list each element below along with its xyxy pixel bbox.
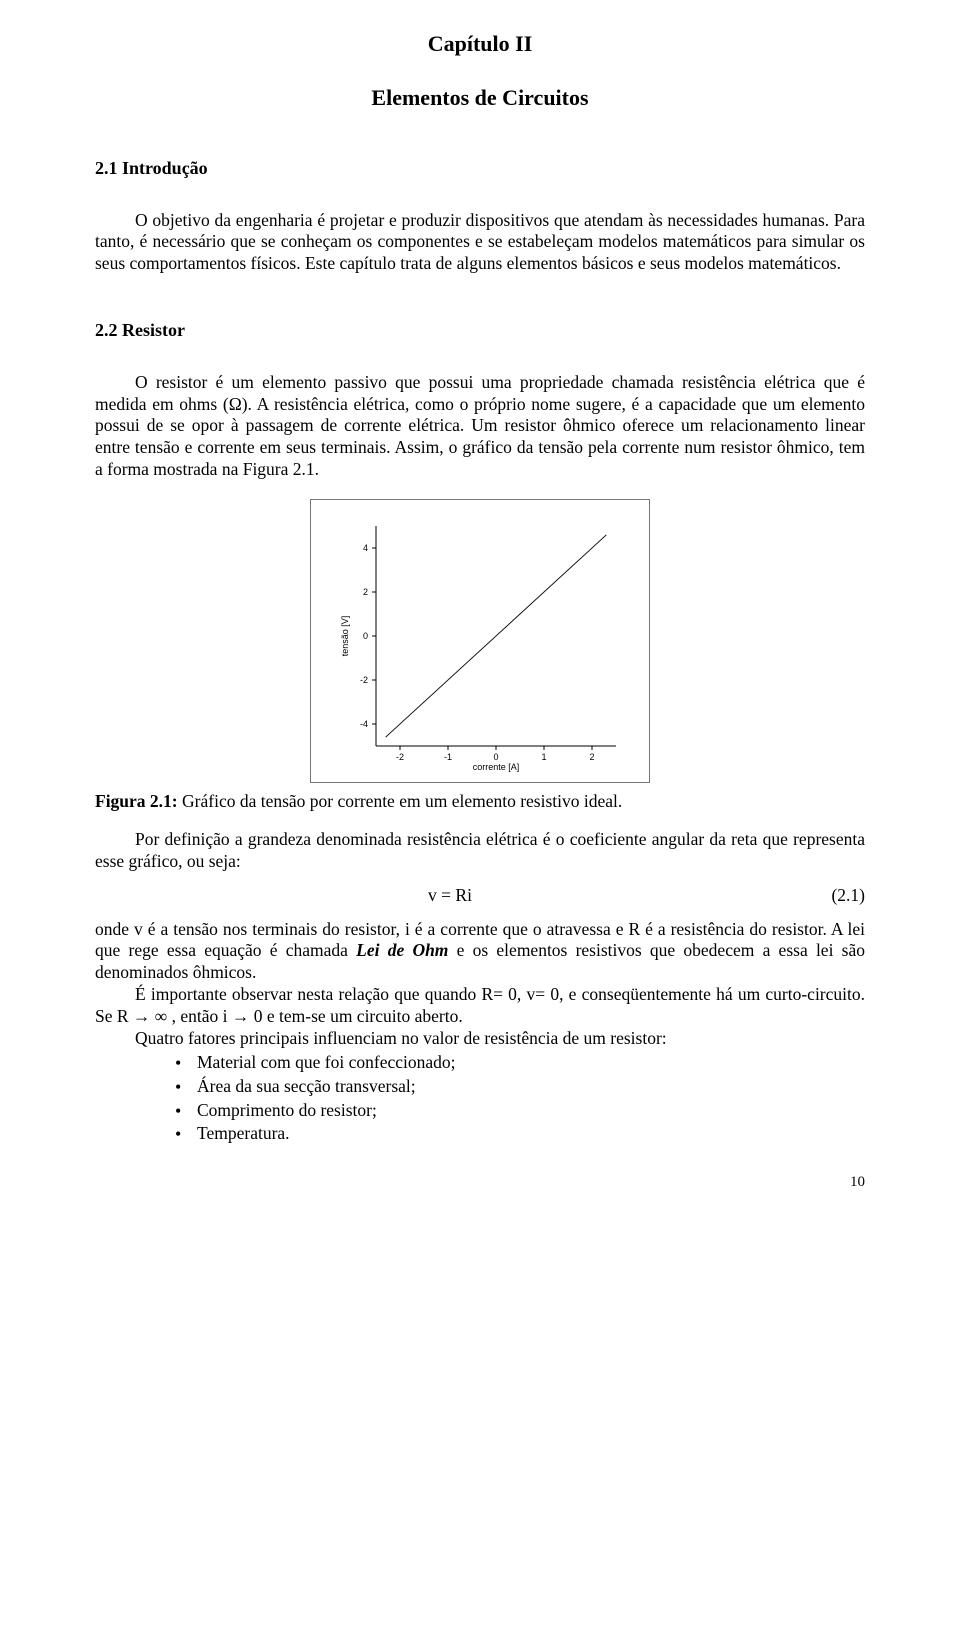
chapter-subtitle: Elementos de Circuitos [95,84,865,112]
list-item: Área da sua secção transversal; [175,1076,865,1098]
factors-list: Material com que foi confeccionado; Área… [175,1052,865,1146]
list-item: Comprimento do resistor; [175,1100,865,1122]
vi-chart: -4 -2 0 2 4 -2 -1 0 1 2 corrente [A] tensão [V] [310,499,650,783]
svg-text:-2: -2 [360,675,368,685]
svg-text:4: 4 [363,543,368,553]
definition-paragraph: Por definição a grandeza denominada resi… [95,829,865,873]
list-item: Temperatura. [175,1123,865,1145]
svg-text:2: 2 [363,587,368,597]
factors-intro-paragraph: Quatro fatores principais influenciam no… [95,1028,865,1050]
list-item: Material com que foi confeccionado; [175,1052,865,1074]
intro-paragraph: O objetivo da engenharia é projetar e pr… [95,210,865,276]
equation-line: v = Ri (2.1) [95,885,865,907]
svg-text:tensão [V]: tensão [V] [340,616,350,657]
page-number: 10 [95,1173,865,1192]
chapter-title: Capítulo II [95,30,865,58]
equation-number: (2.1) [805,885,865,907]
section-heading-intro: 2.1 Introdução [95,157,865,180]
ohm-law-name: Lei de Ohm [356,940,448,960]
figure-caption: Figura 2.1: Gráfico da tensão por corren… [95,791,865,813]
vi-chart-svg: -4 -2 0 2 4 -2 -1 0 1 2 corrente [A] tensão [V] [336,518,624,772]
equation-text: v = Ri [95,885,805,907]
svg-text:-2: -2 [396,752,404,762]
svg-text:2: 2 [589,752,594,762]
svg-text:0: 0 [363,631,368,641]
svg-text:-1: -1 [444,752,452,762]
svg-text:1: 1 [541,752,546,762]
svg-text:-4: -4 [360,719,368,729]
figure-caption-text: Gráfico da tensão por corrente em um ele… [178,791,623,811]
section-heading-resistor: 2.2 Resistor [95,319,865,342]
svg-text:corrente [A]: corrente [A] [473,762,520,772]
ohm-law-paragraph: onde v é a tensão nos terminais do resis… [95,919,865,985]
svg-text:0: 0 [493,752,498,762]
resistor-paragraph: O resistor é um elemento passivo que pos… [95,372,865,481]
figure-label: Figura 2.1: [95,791,178,811]
short-open-paragraph: É importante observar nesta relação que … [95,984,865,1028]
